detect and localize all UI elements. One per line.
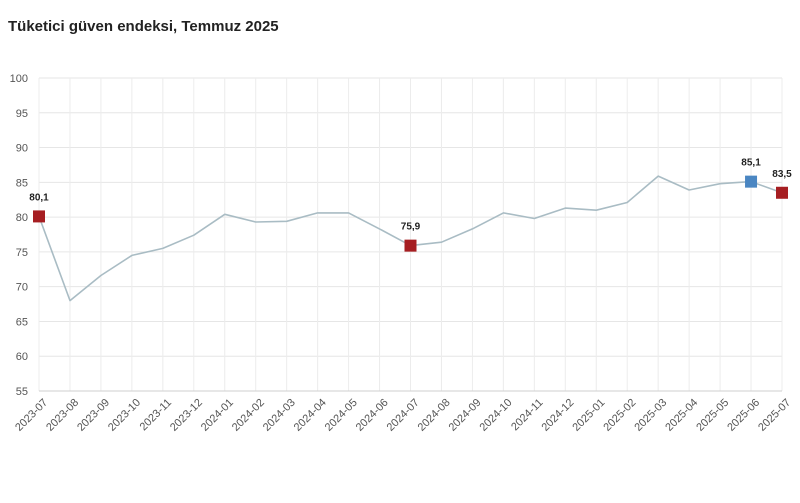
- data-marker: [33, 210, 45, 223]
- chart-title: Tüketici güven endeksi, Temmuz 2025: [8, 18, 279, 35]
- data-marker: [745, 175, 758, 188]
- x-tick-label: 2024-07: [385, 397, 422, 434]
- y-tick-label: 75: [16, 247, 28, 259]
- data-label: 75,9: [401, 222, 421, 233]
- x-axis: 2023-072023-082023-092023-102023-112023-…: [13, 397, 793, 434]
- x-tick-label: 2024-09: [447, 397, 484, 434]
- x-tick-label: 2025-04: [663, 397, 700, 434]
- x-tick-label: 2024-01: [199, 397, 236, 434]
- x-tick-label: 2023-12: [168, 397, 205, 434]
- x-tick-label: 2024-03: [261, 397, 298, 434]
- data-marker: [404, 239, 417, 252]
- x-tick-label: 2024-04: [292, 397, 329, 434]
- y-tick-label: 60: [16, 351, 28, 363]
- data-label: 85,1: [741, 158, 761, 169]
- y-tick-label: 85: [16, 177, 28, 189]
- x-tick-label: 2023-10: [106, 397, 143, 434]
- x-tick-label: 2025-02: [601, 397, 638, 434]
- x-tick-label: 2025-03: [632, 397, 669, 434]
- x-tick-label: 2024-06: [354, 397, 391, 434]
- x-tick-label: 2024-10: [478, 397, 515, 434]
- y-tick-label: 100: [10, 73, 28, 85]
- x-tick-label: 2025-01: [570, 397, 607, 434]
- x-tick-label: 2023-09: [75, 397, 112, 434]
- x-tick-label: 2024-12: [539, 397, 576, 434]
- data-label: 83,5: [772, 169, 792, 180]
- x-tick-label: 2023-07: [13, 397, 50, 434]
- y-tick-label: 90: [16, 143, 28, 155]
- y-axis: 55 60 65 70 75 80 85 90 95 100: [10, 73, 28, 398]
- x-tick-label: 2025-07: [756, 397, 793, 434]
- data-label: 80,1: [29, 192, 49, 203]
- x-tick-label: 2023-11: [138, 397, 174, 433]
- x-tick-label: 2025-05: [694, 397, 731, 434]
- x-tick-label: 2024-11: [509, 397, 545, 433]
- x-tick-label: 2025-06: [725, 397, 762, 434]
- x-tick-label: 2024-08: [416, 397, 453, 434]
- y-tick-label: 95: [16, 108, 28, 120]
- x-tick-label: 2024-02: [230, 397, 267, 434]
- grid-lines: [38, 77, 783, 392]
- y-tick-label: 65: [16, 316, 28, 328]
- y-tick-label: 80: [16, 212, 28, 224]
- y-tick-label: 70: [16, 282, 28, 294]
- highlight-markers: 80,1 75,9 85,1 83,5: [29, 158, 792, 252]
- data-marker: [776, 186, 788, 199]
- x-tick-label: 2023-08: [44, 397, 81, 434]
- x-tick-label: 2024-05: [323, 397, 360, 434]
- y-tick-label: 55: [16, 386, 28, 398]
